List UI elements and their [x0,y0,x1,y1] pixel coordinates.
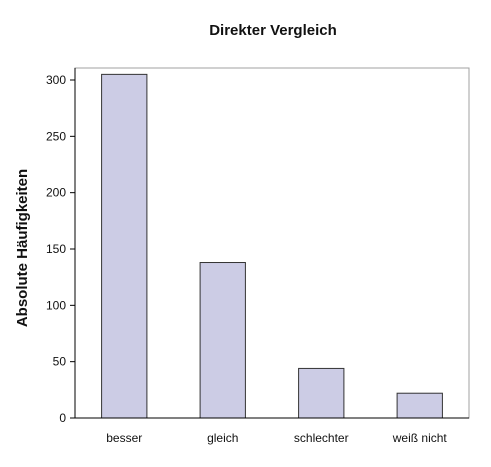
y-tick-label: 0 [59,411,66,425]
bar-1 [199,262,246,419]
x-category-label: weiß nicht [392,431,448,445]
x-category-label: schlechter [294,431,349,445]
y-tick-label: 200 [46,186,66,200]
y-tick-label: 100 [46,298,66,312]
y-axis-label: Absolute Häufigkeiten [14,169,31,327]
x-category-label: besser [106,431,142,445]
bar-0 [101,73,148,419]
y-tick-label: 250 [46,129,66,143]
x-category-label: gleich [207,431,238,445]
y-tick-label: 300 [46,73,66,87]
chart-title: Direkter Vergleich [209,22,337,39]
bars [101,73,443,419]
bar-3 [396,392,443,419]
y-tick-label: 50 [53,355,67,369]
bar-2 [298,367,345,419]
x-axis: besser gleich schlechter weiß nicht [75,417,469,445]
y-axis: 0 50 100 150 200 250 300 [46,68,76,425]
y-tick-label: 150 [46,242,66,256]
